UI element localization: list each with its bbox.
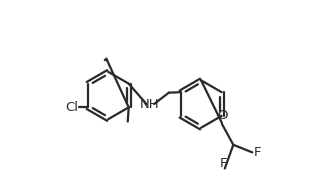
- Text: F: F: [254, 146, 261, 159]
- Text: O: O: [218, 109, 228, 122]
- Text: F: F: [220, 157, 227, 170]
- Text: Cl: Cl: [65, 101, 79, 114]
- Text: NH: NH: [140, 98, 160, 111]
